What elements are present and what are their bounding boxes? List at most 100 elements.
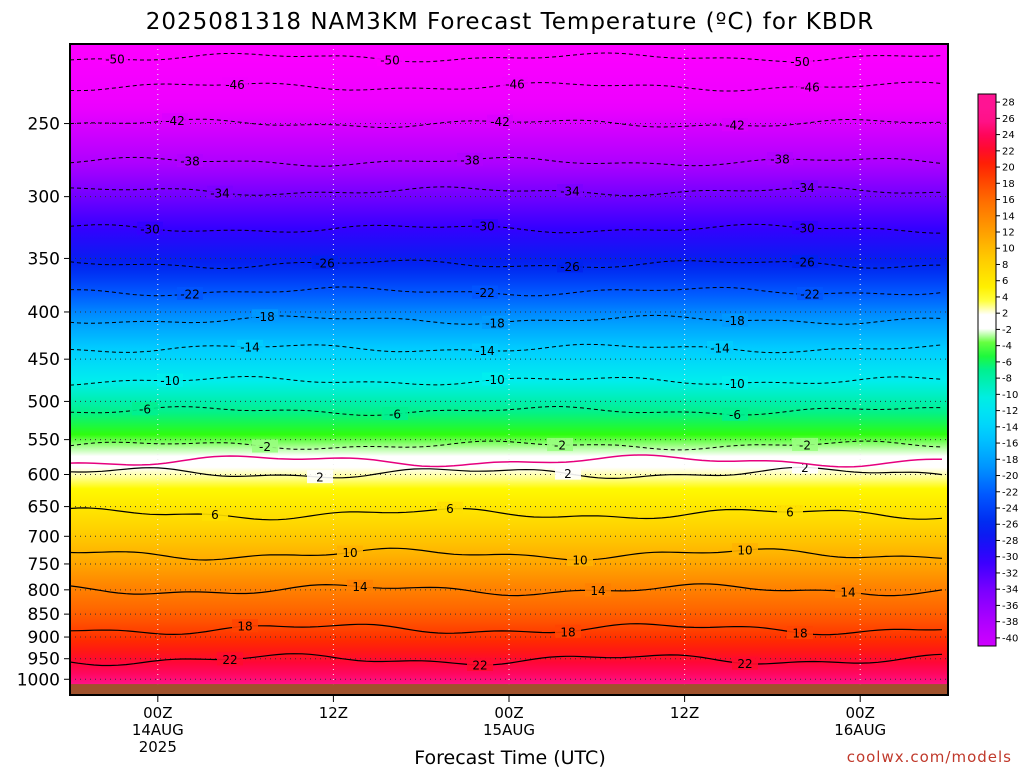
contour-label-bg bbox=[472, 219, 498, 233]
contour-label: -18 bbox=[485, 316, 505, 330]
contour-label: 2 bbox=[316, 471, 324, 485]
colorbar-label: -12 bbox=[1002, 406, 1018, 417]
contour-label: -46 bbox=[505, 77, 525, 91]
contour-label-bg bbox=[792, 220, 818, 234]
contour-label: 2 bbox=[801, 461, 809, 475]
contour-label-bg bbox=[437, 501, 463, 515]
colorbar-label: -16 bbox=[1002, 439, 1018, 450]
contour-label-bg bbox=[555, 624, 581, 638]
contour-label-bg bbox=[797, 79, 823, 93]
colorbar-label: -4 bbox=[1002, 341, 1012, 352]
contour-label-bg bbox=[777, 504, 803, 518]
colorbar-fill bbox=[977, 93, 997, 647]
contour-label: 22 bbox=[472, 658, 487, 672]
contour-label: -26 bbox=[315, 256, 335, 270]
colorbar-label: -18 bbox=[1002, 455, 1018, 466]
colorbar-label: -36 bbox=[1002, 601, 1018, 612]
contour-label: -6 bbox=[389, 408, 401, 422]
contour-label-bg bbox=[347, 579, 373, 593]
contour-label-bg bbox=[307, 470, 333, 484]
y-tick-label: 1000 bbox=[17, 670, 60, 690]
colorbar-label: 20 bbox=[1002, 163, 1015, 174]
y-tick-label: 750 bbox=[28, 555, 60, 575]
colorbar-label: -32 bbox=[1002, 568, 1018, 579]
contour-label: -38 bbox=[460, 153, 480, 167]
contour-label-bg bbox=[202, 507, 228, 521]
contour-label-bg bbox=[792, 255, 818, 269]
x-tick-label: 14AUG bbox=[132, 721, 184, 739]
contour-label-bg bbox=[207, 185, 233, 199]
contour-label: -22 bbox=[475, 286, 495, 300]
contour-label-bg bbox=[157, 373, 183, 387]
y-tick-label: 500 bbox=[28, 392, 60, 412]
contour-label: 18 bbox=[792, 627, 807, 641]
y-tick-label: 400 bbox=[28, 303, 60, 323]
colorbar-label: -14 bbox=[1002, 422, 1018, 433]
colorbar-label: -30 bbox=[1002, 552, 1018, 563]
contour-label-bg bbox=[377, 53, 403, 67]
contour-label: -22 bbox=[180, 287, 200, 301]
plot-area: -50 -50 -50 -46 -46 -46 -42 -42 -42 -38 -38 -38 -34 -… bbox=[70, 44, 948, 695]
colorbar-label: -10 bbox=[1002, 390, 1018, 401]
contour-label: 10 bbox=[737, 544, 752, 558]
contour-label-bg bbox=[707, 340, 733, 354]
x-tick-label: 12Z bbox=[670, 704, 699, 722]
colorbar-label: 8 bbox=[1002, 260, 1008, 271]
contour-line bbox=[70, 405, 943, 416]
colorbar-label: 18 bbox=[1002, 179, 1015, 190]
contour-label-bg bbox=[132, 402, 158, 416]
contour-label: -46 bbox=[225, 78, 245, 92]
colorbar-label: 22 bbox=[1002, 146, 1015, 157]
contour-label-bg bbox=[787, 54, 813, 68]
y-tick-label: 350 bbox=[28, 249, 60, 269]
y-tick-label: 650 bbox=[28, 498, 60, 518]
colorbar-label: 16 bbox=[1002, 195, 1015, 206]
colorbar-label: 28 bbox=[1002, 98, 1015, 109]
contour-line bbox=[70, 583, 943, 597]
contour-label: -10 bbox=[160, 374, 180, 388]
contour-label-bg bbox=[792, 437, 818, 451]
contour-label-bg bbox=[722, 313, 748, 327]
contour-label: 6 bbox=[786, 505, 794, 519]
contour-label-bg bbox=[787, 626, 813, 640]
colorbar-label: -40 bbox=[1002, 633, 1018, 644]
colorbar-label: 10 bbox=[1002, 244, 1015, 255]
contour-label: -6 bbox=[729, 408, 741, 422]
colorbar-label: -38 bbox=[1002, 617, 1018, 628]
colorbar-label: -28 bbox=[1002, 536, 1018, 547]
contour-label: 10 bbox=[342, 546, 357, 560]
contour-label: 2 bbox=[564, 467, 572, 481]
contour-label: -34 bbox=[560, 185, 580, 199]
contour-label: -34 bbox=[210, 186, 230, 200]
contour-label-bg bbox=[177, 286, 203, 300]
colorbar-label: -6 bbox=[1002, 357, 1012, 368]
contour-label: -50 bbox=[380, 54, 400, 68]
colorbar-label: -20 bbox=[1002, 471, 1018, 482]
colorbar-label: 4 bbox=[1002, 292, 1008, 303]
y-tick-label: 950 bbox=[28, 650, 60, 670]
contour-label-bg bbox=[337, 545, 363, 559]
contour-label-bg bbox=[217, 652, 243, 666]
contour-label-bg bbox=[162, 113, 188, 127]
colorbar-label: 2 bbox=[1002, 309, 1008, 320]
contour-label: -50 bbox=[790, 55, 810, 69]
contour-label-bg bbox=[252, 309, 278, 323]
contour-label-bg bbox=[567, 553, 593, 567]
x-axis-label: Forecast Time (UTC) bbox=[414, 747, 605, 768]
contour-label-bg bbox=[722, 376, 748, 390]
freezing-level-line bbox=[70, 454, 942, 468]
colorbar-label: -34 bbox=[1002, 585, 1018, 596]
contour-label-bg bbox=[137, 221, 163, 235]
contour-label: -42 bbox=[725, 119, 745, 133]
contour-label-bg bbox=[467, 657, 493, 671]
x-tick-label: 00Z bbox=[846, 704, 875, 722]
contour-label-bg bbox=[797, 287, 823, 301]
contour-label: -38 bbox=[180, 155, 200, 169]
contour-label: -26 bbox=[795, 256, 815, 270]
contour-label: -10 bbox=[485, 373, 505, 387]
contour-label: -38 bbox=[770, 153, 790, 167]
colorbar-label: 26 bbox=[1002, 114, 1015, 125]
contour-label-bg bbox=[722, 118, 748, 132]
